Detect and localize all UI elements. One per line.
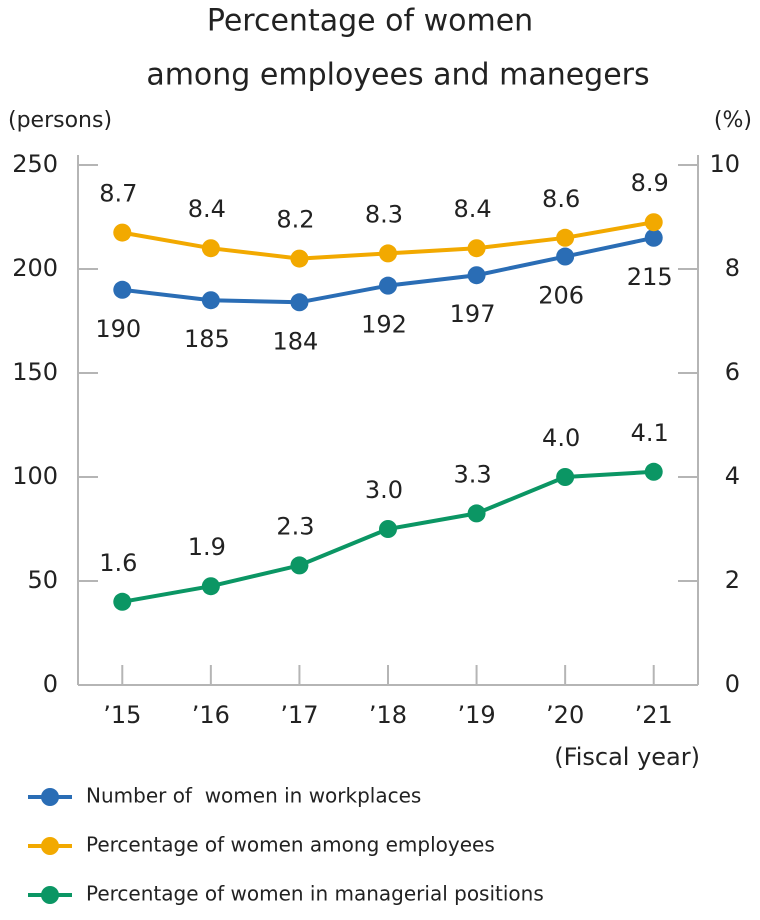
data-label: 4.0 <box>542 424 580 452</box>
data-label: 3.0 <box>365 476 403 504</box>
point <box>379 276 397 295</box>
y2-tick-label: 8 <box>725 254 740 282</box>
point <box>113 592 132 611</box>
data-label: 206 <box>538 282 584 310</box>
point <box>556 228 575 247</box>
y-tick-label: 50 <box>27 566 58 594</box>
data-label: 215 <box>627 263 673 291</box>
point <box>644 213 663 232</box>
x-tick-label: ’20 <box>546 701 584 729</box>
point <box>201 291 220 310</box>
data-label: 8.6 <box>542 185 580 213</box>
data-label: 4.1 <box>631 419 669 447</box>
y-axis-label: (persons) <box>8 108 112 133</box>
data-label: 8.4 <box>453 195 491 223</box>
data-label: 8.2 <box>276 206 314 234</box>
y-tick-label: 0 <box>43 670 58 698</box>
point <box>467 504 486 523</box>
data-label: 2.3 <box>276 512 314 540</box>
legend-label: Percentage of women in managerial positi… <box>86 882 544 906</box>
point <box>201 577 220 596</box>
data-label: 8.4 <box>188 195 226 223</box>
x-tick-label: ’17 <box>280 701 318 729</box>
point <box>644 228 663 247</box>
y-tick-label: 100 <box>12 462 58 490</box>
y2-tick-label: 6 <box>725 358 740 386</box>
data-label: 8.9 <box>631 169 669 197</box>
chart-title: Percentage of women <box>207 4 533 39</box>
x-tick-label: ’21 <box>635 701 673 729</box>
legend-label: Percentage of women among employees <box>86 833 495 857</box>
y2-tick-label: 0 <box>725 670 740 698</box>
data-label: 192 <box>361 311 407 339</box>
legend-marker <box>41 837 59 855</box>
data-label: 8.7 <box>99 180 137 208</box>
data-label: 190 <box>95 315 141 343</box>
point <box>467 239 486 258</box>
data-label: 1.6 <box>99 549 137 577</box>
x-tick-label: ’16 <box>192 701 230 729</box>
point <box>113 223 132 242</box>
point <box>556 468 575 486</box>
point <box>290 293 309 312</box>
point <box>467 266 486 285</box>
y2-tick-label: 10 <box>709 150 740 178</box>
data-label: 1.9 <box>188 533 226 561</box>
data-label: 3.3 <box>453 460 491 488</box>
data-label: 185 <box>184 325 230 353</box>
x-tick-label: ’19 <box>457 701 495 729</box>
x-tick-label: ’15 <box>103 701 141 729</box>
chart-title: among employees and manegers <box>146 58 649 93</box>
x-tick-label: ’18 <box>369 701 407 729</box>
y2-tick-label: 2 <box>725 566 740 594</box>
point <box>113 280 132 299</box>
legend-marker <box>41 788 59 806</box>
legend-label: Number of women in workplaces <box>86 784 421 808</box>
point <box>556 247 575 266</box>
y-tick-label: 250 <box>12 150 58 178</box>
y-tick-label: 200 <box>12 254 58 282</box>
data-label: 184 <box>273 327 319 355</box>
point <box>290 249 309 268</box>
y2-axis-label: (%) <box>714 108 752 133</box>
x-axis-label: (Fiscal year) <box>554 743 700 771</box>
y2-tick-label: 4 <box>725 462 740 490</box>
legend-marker <box>41 886 59 904</box>
point <box>644 462 663 481</box>
y-tick-label: 150 <box>12 358 58 386</box>
point <box>379 244 397 263</box>
data-label: 197 <box>450 300 496 328</box>
data-label: 8.3 <box>365 200 403 228</box>
point <box>379 520 397 538</box>
point <box>201 239 220 258</box>
point <box>290 556 309 575</box>
